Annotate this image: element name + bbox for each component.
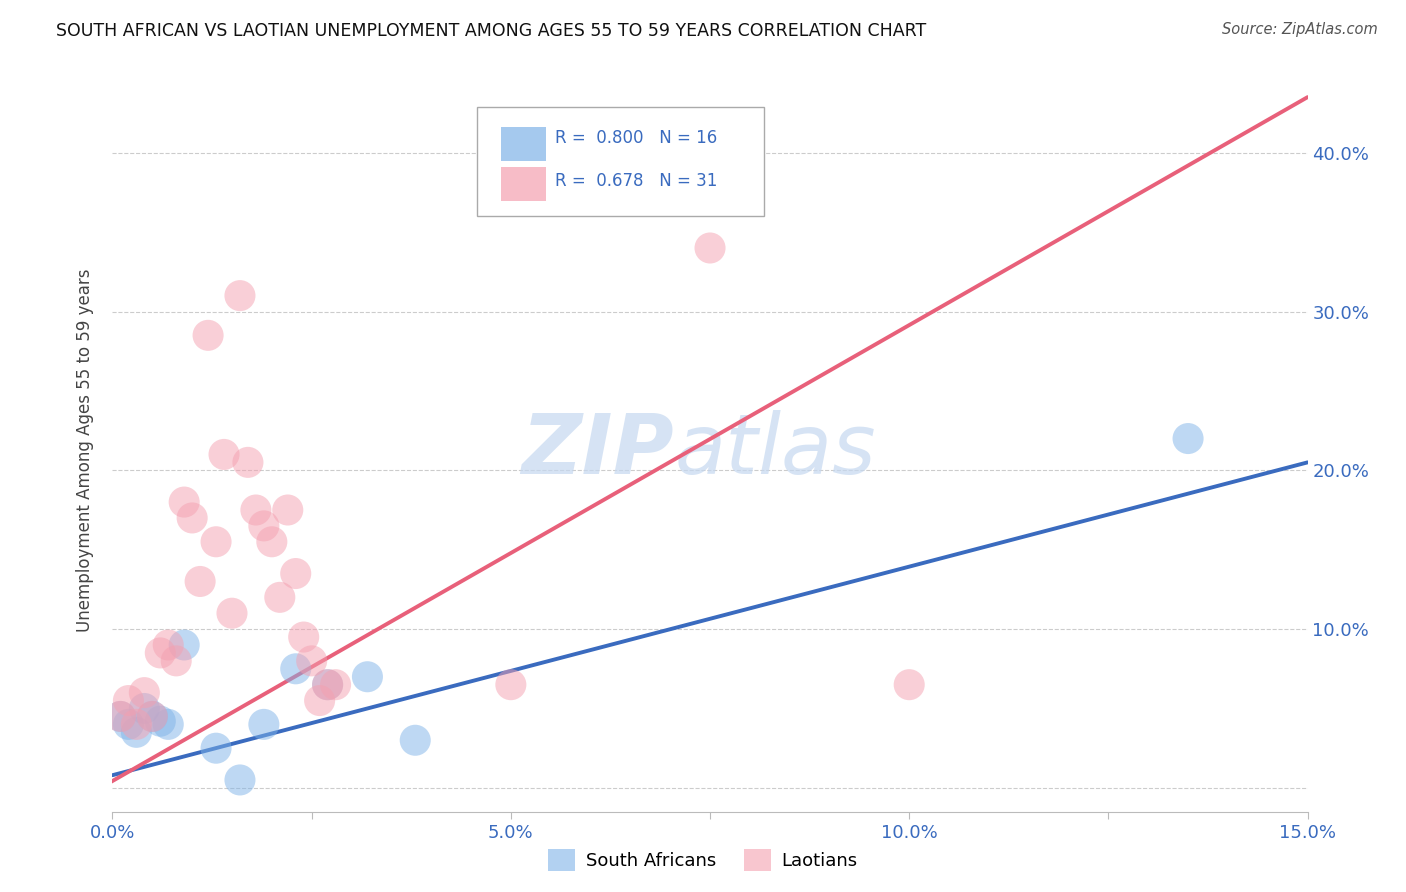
Text: SOUTH AFRICAN VS LAOTIAN UNEMPLOYMENT AMONG AGES 55 TO 59 YEARS CORRELATION CHAR: SOUTH AFRICAN VS LAOTIAN UNEMPLOYMENT AM… xyxy=(56,22,927,40)
Point xyxy=(229,288,252,302)
Point xyxy=(157,717,180,731)
Point xyxy=(205,741,228,756)
Point xyxy=(245,503,267,517)
FancyBboxPatch shape xyxy=(501,127,547,161)
Point xyxy=(165,654,187,668)
Text: R =  0.800   N = 16: R = 0.800 N = 16 xyxy=(554,128,717,146)
Point xyxy=(236,455,259,469)
Point xyxy=(292,630,315,644)
Point xyxy=(149,714,172,729)
Point xyxy=(277,503,299,517)
Point xyxy=(134,685,156,699)
FancyBboxPatch shape xyxy=(501,167,547,202)
Point xyxy=(308,693,330,707)
Point xyxy=(1177,432,1199,446)
Point xyxy=(260,534,283,549)
Point xyxy=(301,654,323,668)
Point xyxy=(499,678,522,692)
Point xyxy=(221,606,243,620)
Point xyxy=(212,447,235,461)
Text: atlas: atlas xyxy=(675,410,876,491)
Point xyxy=(898,678,921,692)
Point xyxy=(269,591,291,605)
Point xyxy=(316,678,339,692)
Text: R =  0.678   N = 31: R = 0.678 N = 31 xyxy=(554,172,717,190)
Point xyxy=(173,495,195,509)
Point xyxy=(356,670,378,684)
Point xyxy=(229,772,252,787)
Point xyxy=(125,725,148,739)
Point xyxy=(325,678,347,692)
Point xyxy=(149,646,172,660)
Point xyxy=(125,717,148,731)
Point xyxy=(110,709,132,723)
Point xyxy=(188,574,211,589)
Point xyxy=(157,638,180,652)
Point xyxy=(173,638,195,652)
Point xyxy=(253,519,276,533)
Point xyxy=(284,566,307,581)
FancyBboxPatch shape xyxy=(477,107,763,216)
Text: Source: ZipAtlas.com: Source: ZipAtlas.com xyxy=(1222,22,1378,37)
Point xyxy=(117,717,139,731)
Point xyxy=(141,709,163,723)
Point xyxy=(404,733,426,747)
Y-axis label: Unemployment Among Ages 55 to 59 years: Unemployment Among Ages 55 to 59 years xyxy=(76,268,94,632)
Point xyxy=(181,511,204,525)
Point xyxy=(253,717,276,731)
Point xyxy=(284,662,307,676)
Text: ZIP: ZIP xyxy=(522,410,675,491)
Point xyxy=(699,241,721,255)
Point xyxy=(134,701,156,715)
Point xyxy=(141,709,163,723)
Point xyxy=(197,328,219,343)
Point xyxy=(117,693,139,707)
Point xyxy=(205,534,228,549)
Point xyxy=(110,709,132,723)
Point xyxy=(316,678,339,692)
Legend: South Africans, Laotians: South Africans, Laotians xyxy=(541,842,865,879)
